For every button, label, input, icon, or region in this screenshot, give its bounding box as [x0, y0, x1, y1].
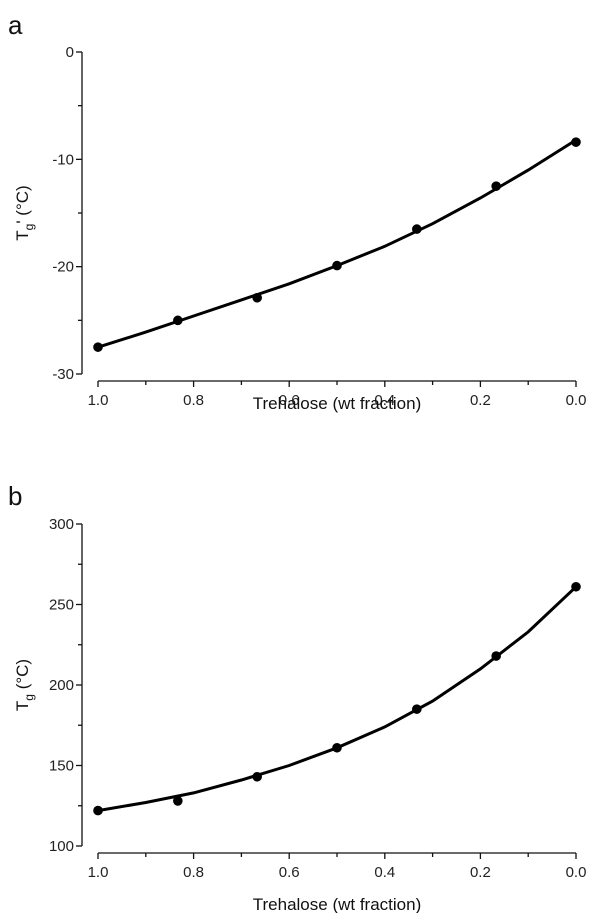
data-point [252, 292, 262, 303]
y-tick-label: -10 [52, 151, 74, 168]
y-tick-label: 200 [49, 677, 74, 694]
fit-curve [97, 138, 577, 349]
y-tick-label: -30 [52, 366, 74, 383]
y-axis-title: Tg (°C) [13, 659, 36, 711]
data-point [491, 651, 501, 661]
x-tick-label: 0.2 [470, 392, 491, 409]
x-tick-label: 0.6 [279, 392, 300, 409]
x-axis-title: Trehalose (wt fraction) [253, 394, 421, 413]
panel-b: b 100 150 200 250 300 1.0 0.8 0.6 0.4 0.2 0.0 Treha… [8, 481, 586, 913]
x-tick-label: 0.4 [374, 392, 395, 409]
x-tick-label: 1.0 [88, 864, 109, 881]
y-tick-label: 150 [49, 758, 74, 775]
data-point [571, 581, 581, 592]
y-tick-label: 300 [49, 516, 74, 533]
x-tick-label: 1.0 [88, 392, 109, 409]
data-point [491, 181, 501, 191]
data-point [173, 315, 183, 326]
x-tick-label: 0.8 [183, 864, 204, 881]
data-point [173, 796, 183, 806]
data-point [332, 742, 342, 753]
data-point [93, 342, 103, 352]
x-tick-label: 0.0 [566, 392, 587, 409]
data-point [571, 137, 581, 147]
panel-letter: b [8, 481, 22, 511]
data-point [332, 260, 342, 271]
panel-letter: a [8, 10, 23, 40]
y-tick-label: 0 [66, 44, 74, 61]
x-tick-label: 0.0 [566, 864, 587, 881]
x-axis-title: Trehalose (wt fraction) [253, 895, 421, 913]
x-tick-label: 0.6 [279, 864, 300, 881]
data-point [252, 771, 262, 782]
y-axis-title: Tg' (°C) [13, 185, 36, 240]
data-point [412, 224, 422, 234]
fit-curve [97, 585, 578, 813]
x-tick-label: 0.8 [183, 392, 204, 409]
panel-a: a -30 -20 -10 0 1.0 0.8 0.6 0.4 0.2 0.0 Trehalose … [8, 10, 586, 413]
y-tick-label: -20 [52, 259, 74, 276]
x-tick-label: 0.4 [374, 864, 395, 881]
data-point [93, 805, 103, 816]
y-tick-label: 100 [49, 838, 74, 855]
y-tick-label: 250 [49, 597, 74, 614]
data-point [412, 704, 422, 714]
x-tick-label: 0.2 [470, 864, 491, 881]
